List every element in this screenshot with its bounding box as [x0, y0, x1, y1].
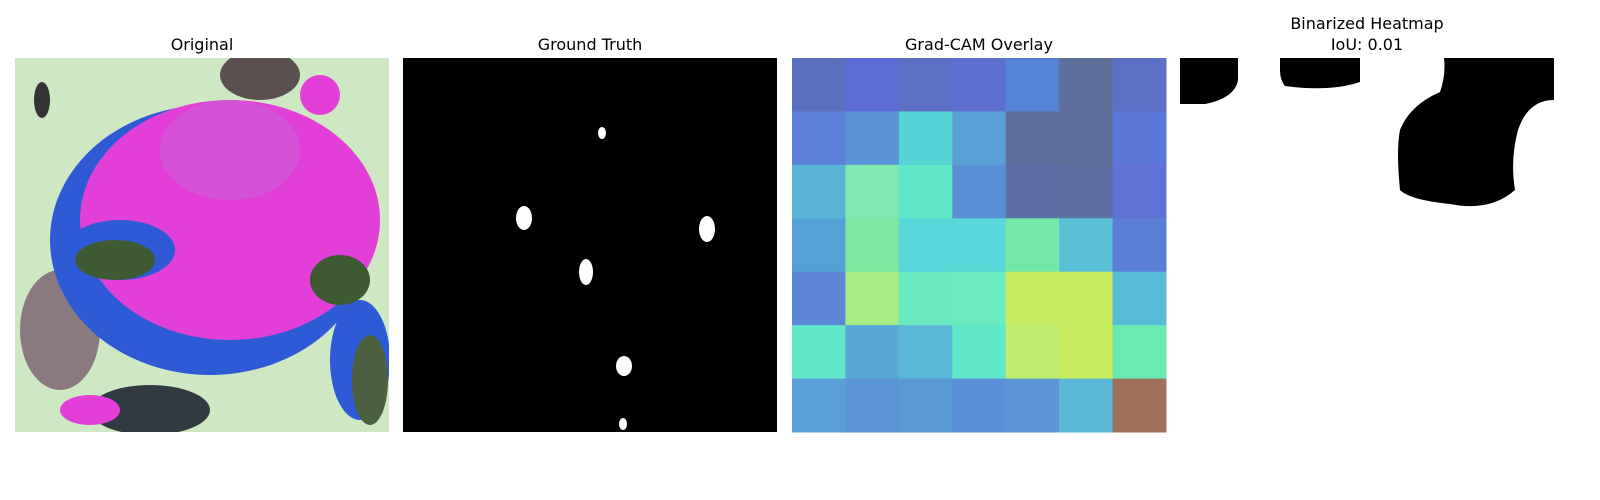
heatmap-cell: [898, 218, 953, 273]
heatmap-cell: [845, 325, 900, 380]
heatmap-cell: [1059, 111, 1114, 166]
heatmap-cell: [1059, 271, 1114, 326]
heatmap-cell: [898, 378, 953, 433]
heatmap-cell: [1059, 378, 1114, 433]
heatmap-cell: [1005, 271, 1060, 326]
heatmap-cell: [1112, 378, 1167, 433]
heatmap-cell: [1112, 325, 1167, 380]
heatmap-cell: [898, 325, 953, 380]
heatmap-cell: [792, 271, 846, 326]
heatmap-cell: [792, 58, 846, 112]
heatmap-cell: [1005, 58, 1060, 112]
heatmap-cell: [845, 58, 900, 112]
heatmap-cell: [952, 164, 1007, 219]
binarized-heatmap: [1180, 58, 1554, 432]
heatmap-cell: [845, 378, 900, 433]
panel-title: Original: [171, 35, 234, 54]
heatmap-cell: [845, 271, 900, 326]
heatmap-cell: [952, 325, 1007, 380]
heatmap-cell: [1059, 218, 1114, 273]
heatmap-cell: [1005, 111, 1060, 166]
heatmap-cell: [1112, 58, 1167, 112]
heatmap-cell: [845, 164, 900, 219]
heatmap-cell: [1059, 58, 1114, 112]
heatmap-cell: [952, 58, 1007, 112]
heatmap-cell: [898, 164, 953, 219]
heatmap-cell: [1005, 164, 1060, 219]
heatmap-cell: [952, 378, 1007, 433]
heatmap-cell: [1059, 325, 1114, 380]
heatmap-cell: [792, 111, 846, 166]
heatmap-cell: [1112, 111, 1167, 166]
heatmap-cell: [952, 218, 1007, 273]
heatmap-cell: [792, 164, 846, 219]
panel-title: Binarized Heatmap: [1290, 14, 1443, 33]
ground-truth-mask: [403, 58, 777, 432]
panel-title: Ground Truth: [538, 35, 643, 54]
heatmap-cell: [898, 271, 953, 326]
heatmap-cell: [898, 111, 953, 166]
heatmap-cell: [1112, 271, 1167, 326]
heatmap-cell: [792, 378, 846, 433]
heatmap-cell: [1112, 218, 1167, 273]
heatmap-cell: [1112, 164, 1167, 219]
heatmap-cell: [792, 218, 846, 273]
heatmap-cell: [792, 325, 846, 380]
heatmap-cell: [1059, 164, 1114, 219]
heatmap-cell: [1005, 325, 1060, 380]
heatmap-cell: [845, 111, 900, 166]
heatmap-cell: [952, 271, 1007, 326]
gradcam-overlay: [792, 58, 1167, 433]
panel-subtitle: IoU: 0.01: [1331, 35, 1403, 54]
panel-title: Grad-CAM Overlay: [905, 35, 1053, 54]
original-image: [15, 58, 389, 432]
heatmap-cell: [1005, 378, 1060, 433]
heatmap-cell: [952, 111, 1007, 166]
heatmap-cell: [845, 218, 900, 273]
heatmap-cell: [898, 58, 953, 112]
heatmap-cell: [1005, 218, 1060, 273]
